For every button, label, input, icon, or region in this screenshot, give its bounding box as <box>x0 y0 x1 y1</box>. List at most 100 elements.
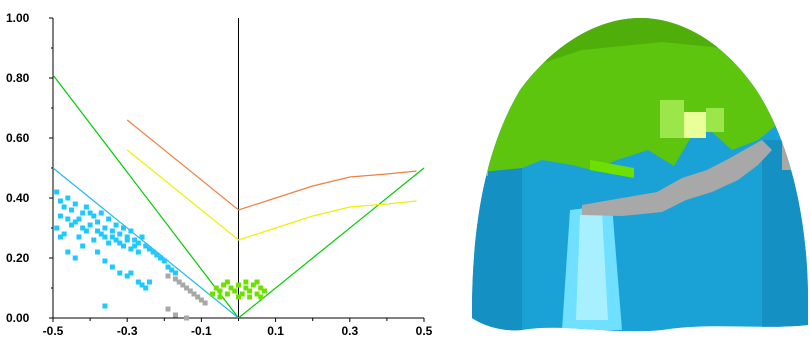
y-tick-label-1: 0.20 <box>6 251 30 265</box>
dome-surface <box>472 18 808 332</box>
series-5-point-5 <box>191 291 197 297</box>
series-4-point-58 <box>143 285 149 291</box>
series-6-point-1 <box>217 288 223 294</box>
series-5-point-7 <box>198 297 204 303</box>
series-4-point-55 <box>128 270 134 276</box>
series-4-point-22 <box>135 240 141 246</box>
series-5-point-3 <box>184 285 190 291</box>
series-4-point-7 <box>80 210 86 216</box>
series-4-point-0 <box>54 189 60 195</box>
series-4-point-67 <box>80 225 86 231</box>
x-tick-label-2: -0.1 <box>191 324 212 338</box>
series-4-point-70 <box>124 237 130 243</box>
series-6-point-12 <box>258 285 264 291</box>
series-layer <box>52 18 425 321</box>
series-4-point-51 <box>102 258 108 264</box>
series-4-point-63 <box>80 243 86 249</box>
dome-gray-right <box>782 140 796 170</box>
series-4-point-56 <box>135 279 141 285</box>
series-4-point-32 <box>172 270 178 276</box>
y-tick-label-5: 1.00 <box>6 11 30 25</box>
series-4-point-50 <box>132 243 138 249</box>
y-tick-label-2: 0.40 <box>6 191 30 205</box>
series-4-point-44 <box>135 249 141 255</box>
series-6-point-20 <box>243 279 249 285</box>
series-6-point-0 <box>213 285 219 291</box>
series-6-point-9 <box>247 288 253 294</box>
series-4-point-66 <box>65 216 71 222</box>
series-4-point-47 <box>87 210 93 216</box>
series-line-3 <box>126 149 417 241</box>
series-4-point-54 <box>124 273 130 279</box>
series-6-point-13 <box>261 288 267 294</box>
series-4-point-69 <box>109 234 115 240</box>
series-6-point-2 <box>221 282 227 288</box>
series-4-point-62 <box>72 255 78 261</box>
dome-gray-left <box>476 160 488 176</box>
series-6-point-4 <box>228 285 234 291</box>
dome-gray-band <box>582 140 772 216</box>
series-5-point-12 <box>184 315 190 321</box>
series-4-point-16 <box>113 222 119 228</box>
series-4-point-9 <box>87 222 93 228</box>
series-4-point-39 <box>98 231 104 237</box>
series-4-point-21 <box>132 237 138 243</box>
series-4-point-68 <box>95 228 101 234</box>
series-4-point-8 <box>83 204 89 210</box>
series-6-point-18 <box>258 294 264 300</box>
series-4-point-17 <box>117 231 123 237</box>
series-4-point-57 <box>139 282 145 288</box>
series-4-point-13 <box>102 225 108 231</box>
series-4-point-59 <box>146 279 152 285</box>
series-4-point-45 <box>57 213 63 219</box>
series-4-point-42 <box>120 243 126 249</box>
series-4-point-5 <box>72 201 78 207</box>
series-4-point-53 <box>117 270 123 276</box>
series-6-point-11 <box>254 291 260 297</box>
x-tick-label-1: -0.3 <box>117 324 138 338</box>
series-4-point-11 <box>95 219 101 225</box>
series-6-point-14 <box>210 291 216 297</box>
series-4-point-36 <box>76 234 82 240</box>
series-4-point-43 <box>128 246 134 252</box>
y-tick-label-3: 0.60 <box>6 131 30 145</box>
series-4-point-28 <box>158 255 164 261</box>
series-4-point-23 <box>139 234 145 240</box>
y-tick-label-4: 0.80 <box>6 71 30 85</box>
series-4-point-6 <box>76 216 82 222</box>
series-4-point-20 <box>128 228 134 234</box>
series-5-point-11 <box>172 312 178 318</box>
series-6-point-6 <box>236 282 241 288</box>
series-line-1 <box>52 167 239 319</box>
ticks-layer: 0.00 0.20 0.40 0.60 0.80 1.00 -0.5 -0.3 -0.1 0.1 0… <box>6 11 433 338</box>
series-5-point-10 <box>165 306 171 312</box>
series-6-point-15 <box>217 294 223 300</box>
series-4-point-27 <box>154 252 160 258</box>
series-4-point-33 <box>54 225 60 231</box>
series-4-point-2 <box>61 204 67 210</box>
x-tick-label-5: 0.5 <box>416 324 433 338</box>
series-4-point-12 <box>98 210 104 216</box>
x-tick-label-0: -0.5 <box>43 324 64 338</box>
series-4-point-37 <box>83 228 89 234</box>
series-4-point-48 <box>102 234 108 240</box>
series-line-2 <box>126 119 417 211</box>
dome-blue-shade-right <box>762 140 808 332</box>
series-4-point-3 <box>65 195 71 201</box>
series-5-point-1 <box>176 279 182 285</box>
series-5-point-6 <box>195 294 201 300</box>
dome-light-green-patch-2 <box>706 108 724 132</box>
series-4-point-40 <box>106 240 112 246</box>
series-4-point-46 <box>72 219 78 225</box>
dome-3d-render <box>472 18 808 332</box>
dome-light-green-patch <box>660 100 684 138</box>
series-4-point-26 <box>150 249 156 255</box>
series-5-point-0 <box>172 276 178 282</box>
series-4-point-49 <box>117 240 123 246</box>
line-scatter-chart: 0.00 0.20 0.40 0.60 0.80 1.00 -0.5 -0.3 -0.1 0.1 0… <box>6 11 433 338</box>
series-4-point-18 <box>120 225 126 231</box>
series-5-point-8 <box>165 273 171 279</box>
x-tick-label-3: 0.1 <box>267 324 284 338</box>
series-6-point-5 <box>232 288 238 294</box>
series-4-point-25 <box>146 246 152 252</box>
